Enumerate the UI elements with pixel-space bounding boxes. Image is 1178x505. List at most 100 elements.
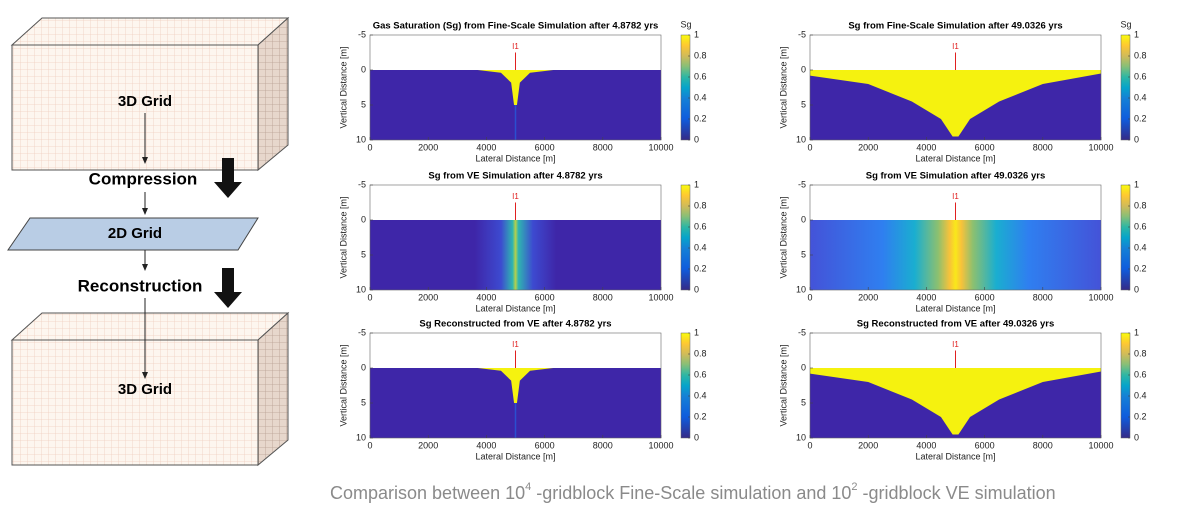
plot-panel: Sg Reconstructed from VE after 4.8782 yr… — [338, 319, 706, 462]
axes-frame — [809, 184, 1102, 291]
y-tick-label: 0 — [361, 214, 366, 224]
colorbar — [1120, 34, 1131, 141]
colorbar-tick-label: 1 — [694, 327, 699, 337]
plot-title: Sg from VE Simulation after 49.0326 yrs — [866, 171, 1046, 182]
colorbar-tick-label: 0.4 — [694, 242, 707, 252]
colorbar-tick-label: 0.2 — [1134, 113, 1147, 123]
colorbar-tick-label: 1 — [1134, 29, 1139, 39]
plane — [7, 217, 259, 251]
colorbar — [680, 332, 691, 439]
axes-frame — [369, 184, 662, 291]
x-tick-label: 4000 — [476, 440, 496, 450]
x-tick-label: 10000 — [648, 142, 673, 152]
colorbar-tick-label: 1 — [1134, 179, 1139, 189]
plot-panel: Sg from Fine-Scale Simulation after 49.0… — [778, 19, 1146, 163]
colorbar — [1120, 332, 1131, 439]
well-label: I1 — [952, 42, 959, 51]
x-tick-label: 10000 — [648, 440, 673, 450]
colorbar-tick-label: 0.4 — [1134, 92, 1147, 102]
plot-title: Sg Reconstructed from VE after 4.8782 yr… — [419, 319, 611, 330]
y-tick-label: -5 — [358, 179, 366, 189]
plot-panel: Sg Reconstructed from VE after 49.0326 y… — [778, 319, 1146, 462]
y-tick-label: 0 — [801, 64, 806, 74]
y-axis-label: Vertical Distance [m] — [778, 344, 788, 426]
x-tick-label: 8000 — [1033, 440, 1053, 450]
colorbar-tick-label: 0.4 — [694, 390, 707, 400]
well-label: I1 — [512, 192, 519, 201]
caption-sup: 2 — [851, 481, 857, 493]
well-label: I1 — [952, 192, 959, 201]
colorbar-tick-label: 0.6 — [694, 71, 707, 81]
caption-text: Comparison between 10 — [330, 483, 525, 503]
colorbar-tick-label: 1 — [694, 29, 699, 39]
y-axis-label: Vertical Distance [m] — [778, 46, 788, 128]
x-tick-label: 0 — [807, 292, 812, 302]
y-tick-label: 0 — [801, 362, 806, 372]
y-tick-label: 0 — [801, 214, 806, 224]
plot-panel: Gas Saturation (Sg) from Fine-Scale Simu… — [338, 19, 706, 163]
axes-frame — [809, 332, 1102, 439]
y-tick-label: -5 — [798, 327, 806, 337]
colorbar-tick-label: 0.6 — [694, 221, 707, 231]
colorbar-tick-label: 0.2 — [1134, 263, 1147, 273]
plane-label: 2D Grid — [108, 225, 162, 242]
x-tick-label: 2000 — [858, 142, 878, 152]
colorbar-tick-label: 0.2 — [1134, 411, 1147, 421]
colorbar-tick-label: 0 — [1134, 284, 1139, 294]
x-tick-label: 10000 — [648, 292, 673, 302]
x-tick-label: 2000 — [418, 292, 438, 302]
box-top — [10, 17, 290, 46]
y-tick-label: 10 — [796, 134, 806, 144]
colorbar-tick-label: 0.8 — [1134, 200, 1147, 210]
box-top — [10, 312, 290, 341]
y-tick-label: 0 — [361, 64, 366, 74]
y-tick-label: 5 — [801, 249, 806, 259]
step-label: Compression — [89, 169, 198, 188]
plot-title: Sg from VE Simulation after 4.8782 yrs — [428, 171, 602, 182]
x-tick-label: 2000 — [858, 292, 878, 302]
y-tick-label: -5 — [358, 327, 366, 337]
axes-frame — [809, 34, 1102, 141]
x-axis-label: Lateral Distance [m] — [475, 451, 555, 461]
x-tick-label: 0 — [367, 292, 372, 302]
colorbar-tick-label: 0.8 — [1134, 50, 1147, 60]
colorbar-tick-label: 1 — [694, 179, 699, 189]
plot-title: Sg from Fine-Scale Simulation after 49.0… — [848, 21, 1062, 32]
well-label: I1 — [952, 340, 959, 349]
caption-sup: 4 — [525, 481, 531, 493]
y-tick-label: 10 — [356, 284, 366, 294]
saturation-field — [810, 220, 1101, 290]
colorbar-tick-label: 0.8 — [1134, 348, 1147, 358]
y-tick-label: -5 — [798, 29, 806, 39]
box-front — [11, 339, 259, 466]
colorbar-tick-label: 0.2 — [694, 411, 707, 421]
y-tick-label: 10 — [796, 432, 806, 442]
x-tick-label: 6000 — [535, 142, 555, 152]
x-tick-label: 2000 — [418, 142, 438, 152]
y-tick-label: 5 — [361, 99, 366, 109]
y-tick-label: 0 — [361, 362, 366, 372]
y-tick-label: 5 — [801, 397, 806, 407]
y-tick-label: 5 — [801, 99, 806, 109]
y-tick-label: 10 — [796, 284, 806, 294]
x-tick-label: 8000 — [1033, 142, 1053, 152]
y-axis-label: Vertical Distance [m] — [778, 196, 788, 278]
colorbar-tick-label: 0 — [694, 432, 699, 442]
colorbar-tick-label: 0.2 — [694, 113, 707, 123]
axes-frame — [369, 332, 662, 439]
x-tick-label: 8000 — [593, 142, 613, 152]
colorbar-tick-label: 0 — [694, 284, 699, 294]
colorbar-tick-label: 0.6 — [1134, 369, 1147, 379]
box-label: 3D Grid — [118, 381, 172, 398]
gas-plume — [477, 70, 554, 105]
y-axis-label: Vertical Distance [m] — [338, 46, 348, 128]
x-tick-label: 4000 — [476, 142, 496, 152]
colorbar-tick-label: 0.6 — [1134, 71, 1147, 81]
plot-title: Gas Saturation (Sg) from Fine-Scale Simu… — [373, 21, 659, 32]
x-tick-label: 6000 — [975, 142, 995, 152]
x-tick-label: 2000 — [418, 440, 438, 450]
y-tick-label: -5 — [798, 179, 806, 189]
colorbar-tick-label: 0.4 — [1134, 390, 1147, 400]
colorbar-tick-label: 0 — [1134, 134, 1139, 144]
